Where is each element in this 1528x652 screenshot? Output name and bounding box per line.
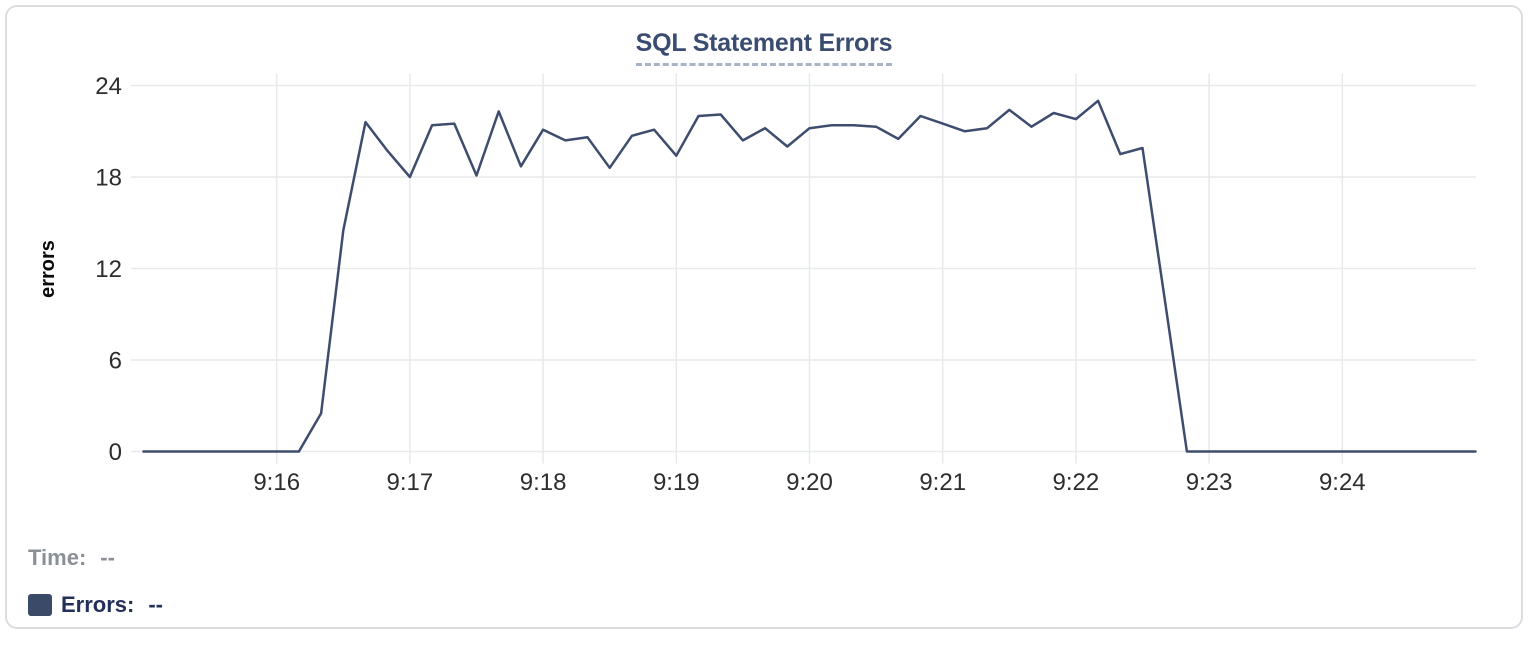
errors-series-line	[142, 99, 1477, 453]
svg-text:9:18: 9:18	[520, 469, 567, 496]
time-value: --	[100, 545, 115, 570]
svg-text:24: 24	[95, 73, 122, 100]
tooltip-time-row: Time: --	[28, 545, 115, 571]
time-label: Time:	[28, 545, 87, 570]
y-axis-tick-labels: 0 6 12 18 24	[95, 73, 122, 466]
svg-text:0: 0	[109, 439, 122, 466]
errors-value: --	[148, 592, 164, 617]
chart-card: SQL Statement Errors 0 6 12 18 24 9:16 9:17 9:…	[5, 5, 1523, 629]
vertical-gridlines	[275, 73, 1344, 464]
svg-text:9:19: 9:19	[653, 469, 700, 496]
svg-text:9:17: 9:17	[387, 469, 434, 496]
y-axis-title: errors	[37, 240, 59, 298]
errors-line-chart[interactable]: 0 6 12 18 24 9:16 9:17 9:18 9:19 9:20 9:21 9:22 9:2…	[7, 7, 1528, 623]
svg-text:9:20: 9:20	[786, 469, 833, 496]
svg-text:18: 18	[95, 165, 122, 192]
svg-text:9:22: 9:22	[1053, 469, 1100, 496]
svg-text:9:23: 9:23	[1186, 469, 1233, 496]
svg-text:9:21: 9:21	[919, 469, 966, 496]
svg-text:9:16: 9:16	[253, 469, 300, 496]
svg-text:6: 6	[109, 348, 122, 375]
svg-text:9:24: 9:24	[1319, 469, 1366, 496]
svg-text:12: 12	[95, 256, 122, 283]
tooltip-errors-row: Errors: --	[28, 592, 163, 618]
x-axis-tick-labels: 9:16 9:17 9:18 9:19 9:20 9:21 9:22 9:23 9:24	[253, 469, 1365, 496]
errors-label: Errors:	[61, 592, 135, 617]
chart-header: SQL Statement Errors	[7, 29, 1521, 66]
errors-series-swatch	[28, 594, 52, 616]
chart-title[interactable]: SQL Statement Errors	[635, 29, 893, 66]
horizontal-gridlines	[131, 84, 1476, 453]
